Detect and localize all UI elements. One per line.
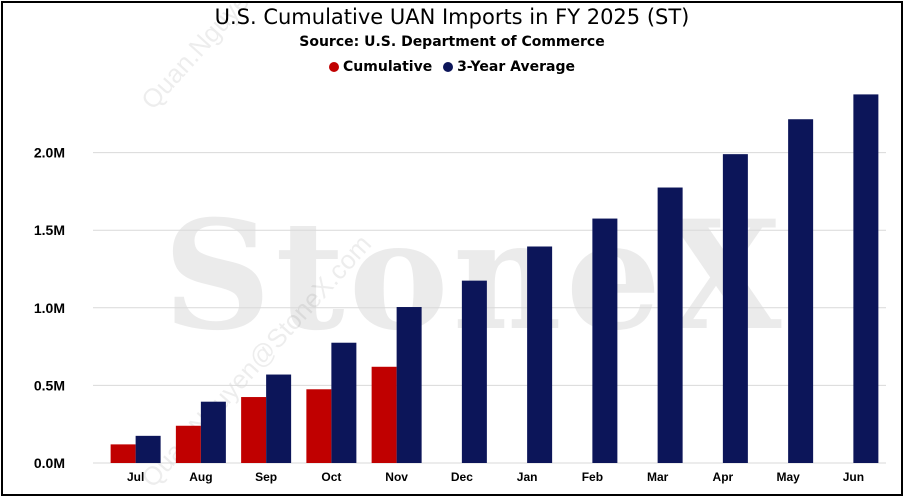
chart-legend: Cumulative 3-Year Average <box>3 59 901 76</box>
bar-cumulative-oct <box>306 389 332 463</box>
bar-3yr-average-jan <box>527 246 553 463</box>
bar-3yr-average-jun <box>853 94 879 464</box>
bar-3yr-average-may <box>788 119 814 464</box>
bar-3yr-average-mar <box>657 187 683 463</box>
legend-item-cumulative[interactable]: Cumulative <box>329 59 432 75</box>
legend-swatch-3yr-average <box>443 62 454 72</box>
bar-3yr-average-apr <box>722 154 748 464</box>
x-tick-label: Jun <box>843 470 864 484</box>
chart-subtitle: Source: U.S. Department of Commerce <box>299 34 605 50</box>
bar-3yr-average-feb <box>592 218 618 463</box>
x-tick-label: May <box>776 470 800 484</box>
x-tick-label: Jan <box>517 470 538 484</box>
x-tick-label: Apr <box>713 470 734 484</box>
x-tick-label: Aug <box>189 470 212 484</box>
legend-label-cumulative: Cumulative <box>343 59 433 75</box>
bar-cumulative-jul <box>110 444 136 463</box>
bar-3yr-average-dec <box>461 280 487 463</box>
x-tick-label: Feb <box>582 470 603 484</box>
legend-swatch-cumulative <box>329 62 340 72</box>
bar-3yr-average-oct <box>331 342 357 463</box>
y-tick-label: 2.0M <box>34 145 65 161</box>
x-tick-label: Sep <box>255 470 277 484</box>
x-tick-label: Nov <box>385 470 408 484</box>
legend-item-3yr-average[interactable]: 3-Year Average <box>443 59 575 75</box>
bar-chart-plot: 0.0M 0.5M 1.0M 1.5M 2.0M Jul Aug Sep Oct Nov Dec Ja… <box>34 94 886 484</box>
x-tick-label: Dec <box>451 470 473 484</box>
bar-3yr-average-sep <box>266 374 292 463</box>
y-tick-label: 1.0M <box>34 300 65 316</box>
y-tick-label: 0.0M <box>34 455 65 471</box>
bar-3yr-average-aug <box>200 401 226 463</box>
bar-cumulative-aug <box>175 425 201 463</box>
chart-title: U.S. Cumulative UAN Imports in FY 2025 (… <box>214 5 690 29</box>
x-tick-label: Jul <box>127 470 144 484</box>
bar-3yr-average-jul <box>135 435 161 463</box>
x-tick-label: Oct <box>321 470 341 484</box>
legend-label-3yr-average: 3-Year Average <box>457 59 575 75</box>
bar-3yr-average-nov <box>396 307 422 463</box>
x-tick-label: Mar <box>647 470 669 484</box>
bar-cumulative-nov <box>371 366 397 463</box>
bar-cumulative-sep <box>241 397 267 463</box>
y-tick-label: 0.5M <box>34 377 65 393</box>
y-tick-label: 1.5M <box>34 222 65 238</box>
